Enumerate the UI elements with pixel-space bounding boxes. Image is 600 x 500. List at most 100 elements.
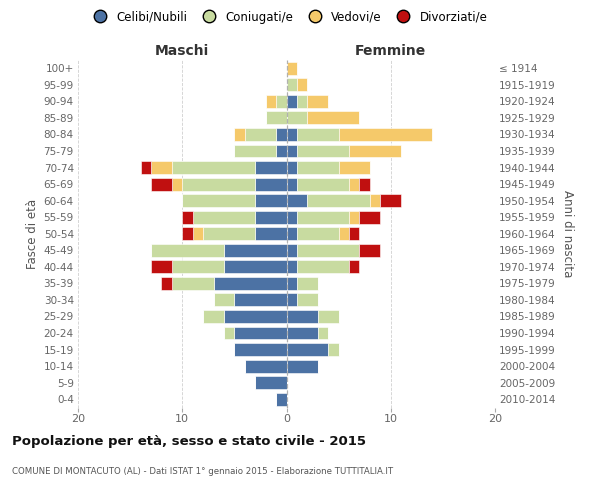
Bar [307,194,370,207]
Bar [287,95,297,108]
Bar [297,244,359,257]
Bar [287,277,297,290]
Bar [287,228,297,240]
Bar [276,393,287,406]
Bar [182,228,193,240]
Bar [255,376,287,389]
Bar [140,161,151,174]
Bar [287,62,297,74]
Bar [193,210,255,224]
Bar [349,210,359,224]
Bar [297,178,349,190]
Bar [380,194,401,207]
Bar [224,244,287,257]
Bar [235,326,287,340]
Bar [151,260,172,274]
Bar [235,144,276,158]
Bar [297,128,338,141]
Bar [203,228,255,240]
Bar [266,95,276,108]
Bar [287,310,318,323]
Bar [318,326,328,340]
Bar [359,244,380,257]
Bar [255,161,287,174]
Bar [193,228,203,240]
Bar [287,128,297,141]
Bar [287,244,297,257]
Bar [172,277,214,290]
Bar [297,144,349,158]
Bar [328,343,338,356]
Bar [172,161,255,174]
Bar [287,161,297,174]
Bar [287,260,297,274]
Text: COMUNE DI MONTACUTO (AL) - Dati ISTAT 1° gennaio 2015 - Elaborazione TUTTITALIA.: COMUNE DI MONTACUTO (AL) - Dati ISTAT 1°… [12,468,393,476]
Bar [297,294,318,306]
Bar [224,260,287,274]
Bar [297,78,307,92]
Bar [338,128,433,141]
Bar [266,112,287,124]
Text: Popolazione per età, sesso e stato civile - 2015: Popolazione per età, sesso e stato civil… [12,435,366,448]
Bar [349,144,401,158]
Bar [182,194,255,207]
Bar [151,244,224,257]
Bar [287,112,307,124]
Bar [235,343,287,356]
Bar [151,178,172,190]
Bar [359,178,370,190]
Bar [287,178,297,190]
Bar [276,95,287,108]
Bar [349,228,359,240]
Bar [297,277,318,290]
Bar [235,294,287,306]
Bar [287,326,318,340]
Bar [307,112,359,124]
Bar [287,194,307,207]
Bar [287,210,297,224]
Bar [161,277,172,290]
Bar [307,95,328,108]
Bar [359,210,380,224]
Bar [297,95,307,108]
Text: Femmine: Femmine [355,44,427,59]
Bar [297,228,338,240]
Bar [349,260,359,274]
Bar [214,277,287,290]
Bar [370,194,380,207]
Bar [276,128,287,141]
Bar [318,310,338,323]
Bar [287,294,297,306]
Bar [245,360,287,372]
Bar [245,128,276,141]
Bar [203,310,224,323]
Bar [235,128,245,141]
Bar [172,178,182,190]
Bar [287,360,318,372]
Bar [172,260,224,274]
Bar [151,161,172,174]
Bar [182,210,193,224]
Legend: Celibi/Nubili, Coniugati/e, Vedovi/e, Divorziati/e: Celibi/Nubili, Coniugati/e, Vedovi/e, Di… [84,6,492,28]
Bar [349,178,359,190]
Bar [297,210,349,224]
Bar [255,178,287,190]
Y-axis label: Fasce di età: Fasce di età [26,198,40,269]
Bar [255,210,287,224]
Y-axis label: Anni di nascita: Anni di nascita [562,190,574,278]
Bar [338,161,370,174]
Bar [276,144,287,158]
Bar [182,178,255,190]
Bar [255,194,287,207]
Bar [287,343,328,356]
Bar [287,78,297,92]
Bar [224,326,235,340]
Bar [297,161,338,174]
Bar [255,228,287,240]
Bar [224,310,287,323]
Bar [338,228,349,240]
Bar [287,144,297,158]
Text: Maschi: Maschi [155,44,209,59]
Bar [214,294,235,306]
Bar [297,260,349,274]
